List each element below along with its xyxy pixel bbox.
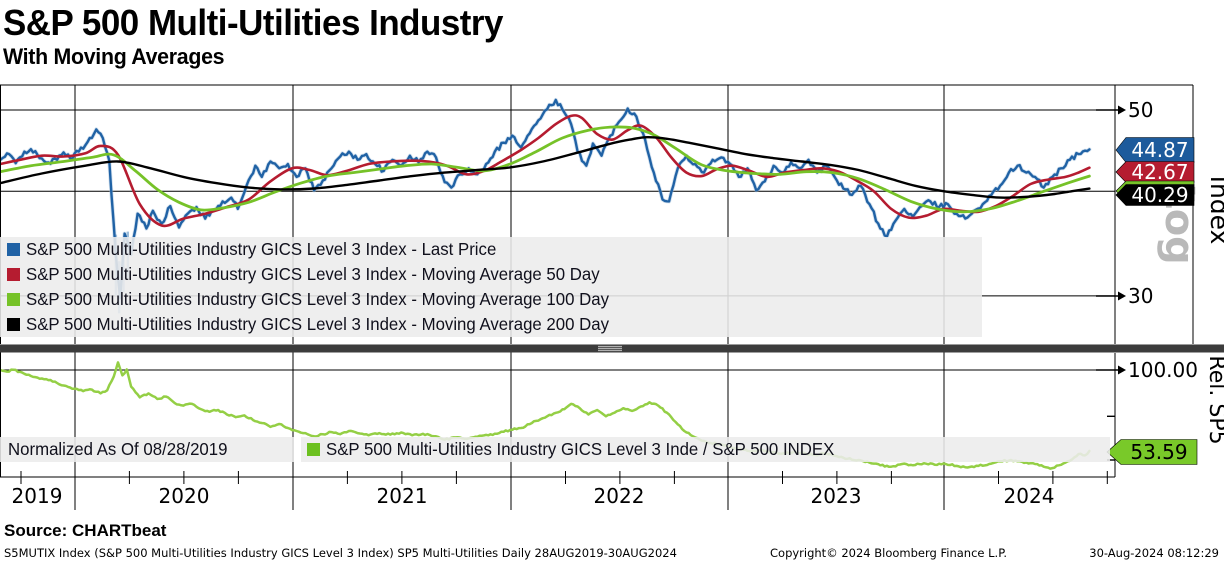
legend-item-0[interactable]: S&P 500 Multi-Utilities Industry GICS Le… xyxy=(0,237,982,262)
normalized-label: Normalized As Of 08/28/2019 xyxy=(8,439,228,459)
relative-series-swatch xyxy=(307,443,320,456)
relative-series-label: S&P 500 Multi-Utilities Industry GICS Le… xyxy=(326,439,835,459)
copyright-note: Copyright© 2024 Bloomberg Finance L.P. xyxy=(770,546,1007,560)
main-axis-title: Index xyxy=(1205,176,1224,245)
ma100-line[interactable] xyxy=(0,125,1091,214)
lower-legend-strip: Normalized As Of 08/28/2019 S&P 500 Mult… xyxy=(0,437,1110,462)
year-label-2021: 2021 xyxy=(377,484,428,508)
legend-gap xyxy=(294,437,301,462)
year-label-2024: 2024 xyxy=(1004,484,1055,508)
legend-swatch xyxy=(7,293,20,306)
timestamp: 30-Aug-2024 08:12:29 xyxy=(1089,546,1219,560)
last-price-badge-value: 44.87 xyxy=(1131,138,1188,162)
ma200-badge-value: 40.29 xyxy=(1131,183,1188,207)
ticker-description: S5MUTIX Index (S&P 500 Multi-Utilities I… xyxy=(4,546,677,560)
relative-legend-item[interactable]: S&P 500 Multi-Utilities Industry GICS Le… xyxy=(301,437,1110,462)
legend-swatch xyxy=(7,243,20,256)
main-ytick-50-label: 50 xyxy=(1128,98,1153,122)
lower-axis-title: Rel. SP5 xyxy=(1204,355,1224,444)
page-title: S&P 500 Multi-Utilities Industry xyxy=(3,2,503,43)
relative-badge xyxy=(1106,439,1198,465)
main-ytick-30-label: 30 xyxy=(1128,284,1153,308)
legend-item-2[interactable]: S&P 500 Multi-Utilities Industry GICS Le… xyxy=(0,287,982,312)
ma200-line[interactable] xyxy=(0,135,1091,199)
last-price-line[interactable] xyxy=(0,98,1091,300)
page-subtitle: With Moving Averages xyxy=(3,44,225,69)
ma200-badge xyxy=(1115,184,1195,206)
legend-swatch xyxy=(7,268,20,281)
relative-badge-value: 53.59 xyxy=(1130,440,1187,464)
relative-strength-line[interactable] xyxy=(0,361,1091,470)
legend-swatch xyxy=(7,318,20,331)
legend-label: S&P 500 Multi-Utilities Industry GICS Le… xyxy=(26,239,497,259)
main-legend: S&P 500 Multi-Utilities Industry GICS Le… xyxy=(0,237,982,337)
year-label-2023: 2023 xyxy=(811,484,862,508)
legend-label: S&P 500 Multi-Utilities Industry GICS Le… xyxy=(26,314,610,334)
ma50-badge xyxy=(1115,161,1195,183)
ma50-line[interactable] xyxy=(0,114,1091,228)
lower-ytick-100.00-arrow xyxy=(1118,365,1126,375)
lower-ytick-100.00-label: 100.00 xyxy=(1128,358,1198,382)
legend-label: S&P 500 Multi-Utilities Industry GICS Le… xyxy=(26,289,610,309)
normalized-note: Normalized As Of 08/28/2019 xyxy=(0,437,294,462)
main-ytick-30-arrow xyxy=(1118,291,1126,301)
year-label-2019: 2019 xyxy=(12,484,63,508)
main-ytick-50-arrow xyxy=(1118,105,1126,115)
separator-drag-handle[interactable] xyxy=(596,345,624,352)
legend-item-1[interactable]: S&P 500 Multi-Utilities Industry GICS Le… xyxy=(0,262,982,287)
legend-label: S&P 500 Multi-Utilities Industry GICS Le… xyxy=(26,264,600,284)
year-label-2022: 2022 xyxy=(594,484,645,508)
source-note: Source: CHARTbeat xyxy=(4,521,167,540)
last-price-badge xyxy=(1115,137,1195,163)
legend-item-3[interactable]: S&P 500 Multi-Utilities Industry GICS Le… xyxy=(0,312,982,337)
year-label-2020: 2020 xyxy=(159,484,210,508)
ma50-badge-value: 42.67 xyxy=(1131,160,1188,184)
